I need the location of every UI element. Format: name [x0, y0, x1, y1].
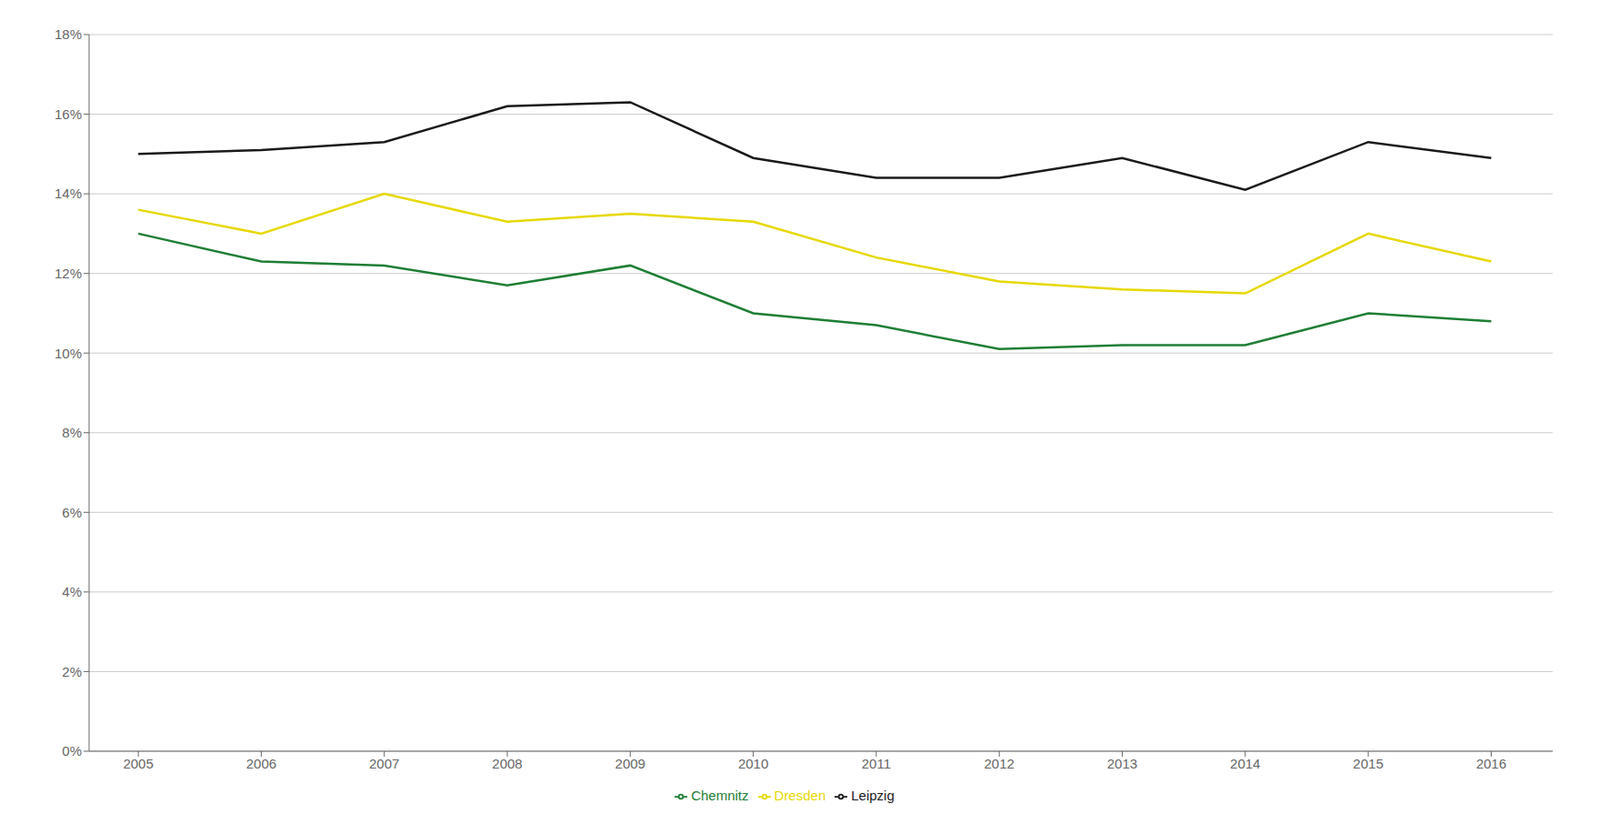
svg-text:2015: 2015 [1352, 755, 1383, 771]
svg-text:2006: 2006 [246, 755, 277, 771]
html-text:Chemnitz: Chemnitz [691, 787, 749, 803]
svg-text:18%: 18% [54, 26, 82, 42]
svg-text:10%: 10% [54, 345, 82, 361]
svg-text:2007: 2007 [369, 755, 400, 771]
svg-text:8%: 8% [61, 424, 82, 440]
svg-text:2010: 2010 [738, 755, 769, 771]
svg-text:12%: 12% [54, 265, 82, 281]
svg-text:2016: 2016 [1476, 755, 1507, 771]
svg-text:0%: 0% [61, 742, 82, 759]
svg-text:2008: 2008 [491, 755, 522, 771]
svg-text:2012: 2012 [983, 755, 1014, 771]
html-text:Dresden: Dresden [774, 787, 826, 803]
svg-text:4%: 4% [61, 583, 82, 600]
svg-text:2014: 2014 [1230, 755, 1260, 771]
svg-text:2009: 2009 [615, 755, 646, 771]
svg-text:2013: 2013 [1107, 755, 1138, 771]
svg-text:14%: 14% [54, 185, 82, 201]
svg-text:2005: 2005 [122, 755, 153, 771]
svg-text:16%: 16% [54, 106, 82, 122]
html-text:Leipzig: Leipzig [851, 787, 895, 803]
svg-text:2011: 2011 [861, 755, 891, 771]
svg-text:2%: 2% [61, 663, 82, 680]
svg-text:6%: 6% [61, 504, 82, 520]
